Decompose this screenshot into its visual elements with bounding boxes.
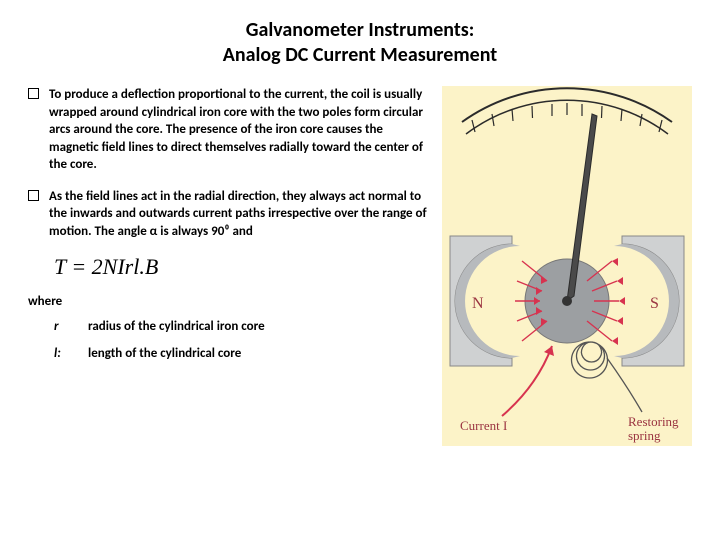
spring-label-line1: Restoring xyxy=(628,414,679,429)
north-label: N xyxy=(472,295,484,312)
definition-symbol: l: xyxy=(54,346,88,361)
definition-text: length of the cylindrical core xyxy=(88,346,428,361)
spring-label-line2: spring xyxy=(628,428,661,443)
south-label: S xyxy=(650,295,659,312)
bullet-text: To produce a deflection proportional to … xyxy=(49,86,428,174)
checkbox-icon xyxy=(28,190,39,201)
bullet-text: As the field lines act in the radial dir… xyxy=(49,188,428,241)
bullet-item: As the field lines act in the radial dir… xyxy=(28,188,428,241)
checkbox-icon xyxy=(28,88,39,99)
title-line-2: Analog DC Current Measurement xyxy=(28,43,692,68)
galvanometer-figure: N S Current I Restoring spring xyxy=(442,86,692,446)
definition-text: radius of the cylindrical iron core xyxy=(88,319,428,334)
bullet-item: To produce a deflection proportional to … xyxy=(28,86,428,174)
where-label: where xyxy=(28,294,428,309)
current-label: Current I xyxy=(460,418,507,433)
torque-formula: T = 2NIrl.B xyxy=(54,254,428,280)
title-line-1: Galvanometer Instruments: xyxy=(28,18,692,43)
definition-symbol: r xyxy=(54,319,88,334)
